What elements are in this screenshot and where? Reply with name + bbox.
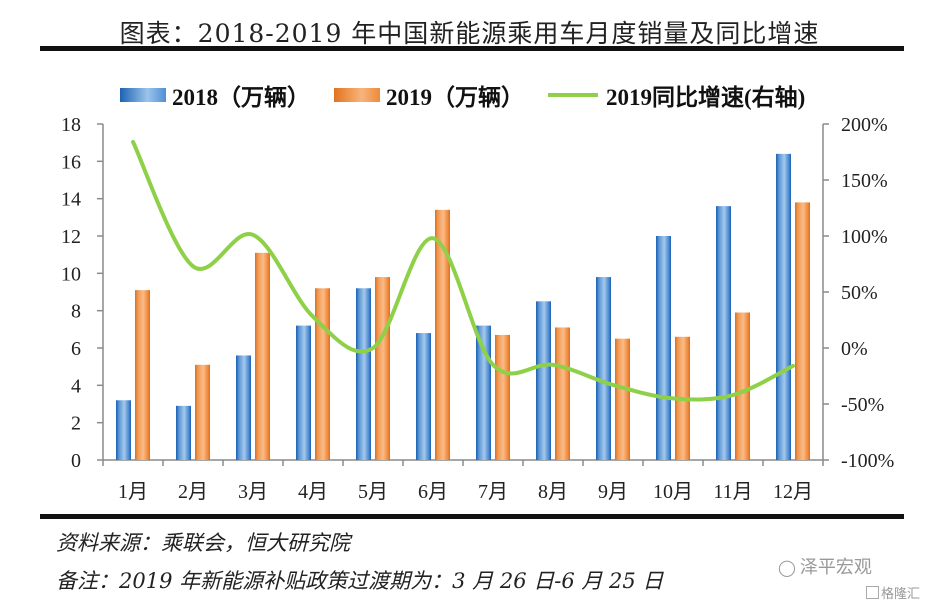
legend-item-growth: 2019同比增速(右轴) bbox=[548, 78, 805, 112]
watermark-site: 格隆汇 bbox=[866, 583, 920, 602]
bar-2018 bbox=[596, 277, 611, 460]
x-tick-label: 9月 bbox=[598, 481, 628, 503]
source-note: 资料来源：乘联会，恒大研究院 bbox=[56, 531, 350, 555]
bar-2018 bbox=[356, 288, 371, 460]
policy-note: 备注：2019 年新能源补贴政策过渡期为：3 月 26 日-6 月 25 日 bbox=[56, 569, 664, 593]
x-tick-label: 2月 bbox=[178, 481, 208, 503]
bar-2019 bbox=[495, 334, 510, 460]
watermark-wechat: ◯ 泽平宏观 bbox=[778, 553, 872, 579]
bar-2019 bbox=[435, 209, 450, 460]
bar-2018 bbox=[536, 301, 551, 460]
bar-2018 bbox=[656, 236, 671, 460]
bottom-rule bbox=[40, 514, 904, 519]
bar-2019 bbox=[315, 288, 330, 460]
bar-2019 bbox=[375, 277, 390, 460]
growth-line bbox=[131, 139, 795, 402]
watermark-site-label: 格隆汇 bbox=[881, 587, 921, 602]
bar-2019 bbox=[555, 327, 570, 460]
x-tick-label: 4月 bbox=[298, 481, 328, 503]
x-tick-label: 10月 bbox=[653, 481, 693, 503]
bar-2018 bbox=[296, 325, 311, 460]
legend-swatch-2018 bbox=[120, 88, 166, 102]
bar-2018 bbox=[416, 333, 431, 460]
bar-2019 bbox=[735, 312, 750, 460]
x-tick-label: 5月 bbox=[358, 481, 388, 503]
x-tick-label: 8月 bbox=[538, 481, 568, 503]
bar-2018 bbox=[236, 355, 251, 460]
bar-2018 bbox=[776, 153, 791, 460]
y-left-tick-label: 16 bbox=[61, 151, 81, 173]
y-right-tick-label: -100% bbox=[841, 450, 894, 472]
y-left-tick-label: 4 bbox=[71, 375, 81, 397]
y-left-tick-label: 0 bbox=[71, 450, 81, 472]
legend-label-2019: 2019（万辆） bbox=[386, 85, 524, 110]
site-logo-icon bbox=[866, 586, 879, 599]
x-tick-label: 12月 bbox=[773, 481, 813, 503]
bar-2018 bbox=[116, 400, 131, 460]
x-tick-label: 11月 bbox=[713, 481, 752, 503]
y-left-tick-label: 8 bbox=[71, 301, 81, 323]
chart-title: 图表：2018-2019 年中国新能源乘用车月度销量及同比增速 bbox=[119, 19, 820, 48]
y-right-tick-label: 50% bbox=[841, 282, 878, 304]
bar-2019 bbox=[255, 252, 270, 460]
y-left-tick-label: 12 bbox=[61, 226, 81, 248]
legend-item-2018: 2018（万辆） bbox=[120, 78, 310, 112]
bar-2018 bbox=[176, 405, 191, 460]
x-tick-label: 7月 bbox=[478, 481, 508, 503]
y-right-tick-label: 200% bbox=[841, 114, 888, 136]
legend-label-2018: 2018（万辆） bbox=[172, 85, 310, 110]
y-left-tick-label: 6 bbox=[71, 338, 81, 360]
bar-2019 bbox=[195, 364, 210, 460]
legend-label-growth: 2019同比增速(右轴) bbox=[606, 85, 806, 110]
top-rule bbox=[40, 46, 904, 51]
y-left-tick-label: 10 bbox=[61, 263, 81, 285]
bar-2019 bbox=[615, 338, 630, 460]
y-left-tick-label: 2 bbox=[71, 413, 81, 435]
bar-2018 bbox=[716, 206, 731, 460]
legend-swatch-2019 bbox=[334, 88, 380, 102]
x-tick-label: 6月 bbox=[418, 481, 448, 503]
y-right-tick-label: 100% bbox=[841, 226, 888, 248]
y-left-tick-label: 14 bbox=[61, 189, 81, 211]
x-tick-label: 1月 bbox=[118, 481, 148, 503]
y-right-tick-label: -50% bbox=[841, 394, 884, 416]
legend-swatch-growth bbox=[548, 93, 598, 97]
y-right-tick-label: 0% bbox=[841, 338, 868, 360]
y-right-tick-label: 150% bbox=[841, 170, 888, 192]
legend: 2018（万辆） 2019（万辆） 2019同比增速(右轴) bbox=[120, 80, 829, 110]
watermark-wechat-label: 泽平宏观 bbox=[799, 557, 872, 578]
bar-2019 bbox=[795, 202, 810, 460]
bar-2019 bbox=[135, 290, 150, 460]
wechat-icon: ◯ bbox=[778, 558, 796, 577]
x-tick-label: 3月 bbox=[238, 481, 268, 503]
legend-item-2019: 2019（万辆） bbox=[334, 78, 524, 112]
y-left-tick-label: 18 bbox=[61, 114, 81, 136]
